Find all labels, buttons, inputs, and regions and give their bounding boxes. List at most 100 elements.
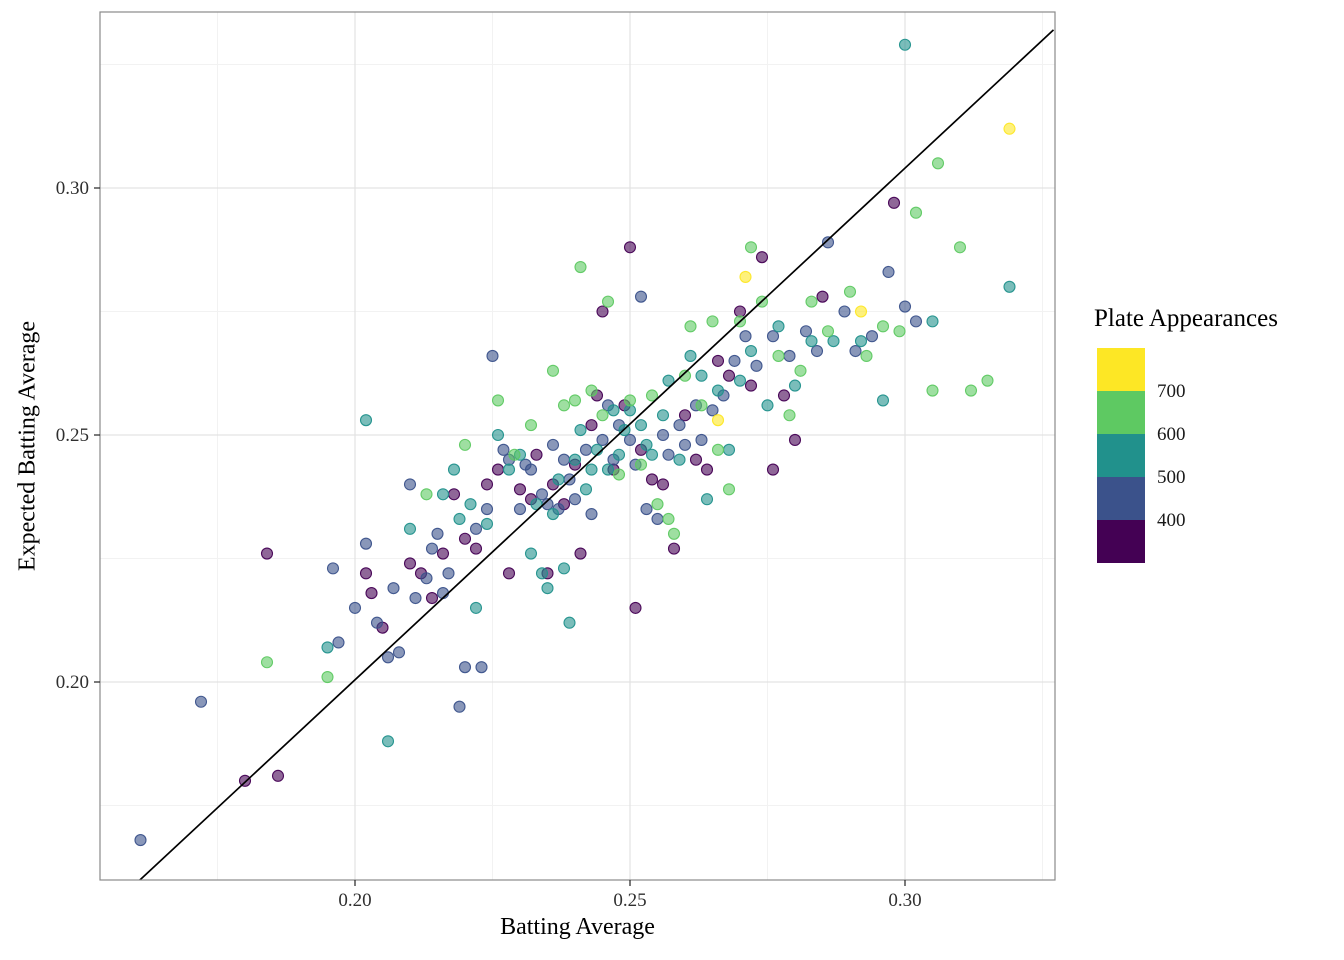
y-tick-label: 0.20 (56, 672, 89, 693)
data-point (673, 419, 686, 432)
data-point (579, 483, 593, 496)
data-point (821, 236, 835, 249)
data-point (766, 463, 780, 476)
data-point (673, 453, 686, 466)
data-point (656, 409, 670, 422)
data-point (453, 512, 466, 526)
data-point (480, 503, 494, 516)
data-point (656, 478, 670, 491)
data-point (981, 374, 994, 387)
data-point (656, 428, 670, 442)
data-point (601, 295, 615, 308)
x-tick-label: 0.20 (338, 890, 371, 911)
identity-line (138, 29, 1055, 880)
data-point (827, 335, 840, 348)
x-tick-label: 0.30 (888, 890, 921, 911)
data-point (370, 616, 384, 629)
data-point (530, 498, 543, 511)
data-point (568, 493, 582, 506)
data-point (953, 241, 967, 254)
data-point (497, 443, 510, 456)
data-point (684, 320, 697, 333)
data-point (502, 567, 516, 580)
data-point (816, 290, 829, 303)
data-point (585, 384, 598, 397)
data-point (722, 369, 736, 382)
data-point (821, 325, 835, 338)
data-point (766, 330, 780, 343)
data-point (623, 433, 637, 446)
data-point (684, 349, 697, 363)
data-point (772, 349, 785, 363)
data-point (513, 483, 527, 496)
data-point (409, 591, 422, 605)
y-axis: 0.20 0.25 0.30 (56, 178, 100, 693)
data-point (469, 601, 483, 614)
data-point (744, 379, 758, 392)
data-point (755, 251, 769, 264)
data-point (887, 196, 901, 209)
data-point (783, 349, 796, 363)
data-point (1003, 122, 1016, 135)
data-point (882, 265, 895, 279)
data-point (442, 567, 455, 580)
data-point (667, 542, 681, 555)
data-point (876, 394, 890, 407)
data-point (557, 453, 571, 466)
data-point (706, 404, 719, 417)
data-point (365, 587, 378, 600)
plot-panel (100, 12, 1055, 880)
data-point (926, 384, 939, 397)
legend-swatch (1097, 391, 1145, 434)
data-point (568, 453, 582, 466)
data-point (607, 404, 620, 417)
data-point (585, 507, 598, 521)
data-point (865, 330, 879, 343)
data-point (535, 488, 549, 501)
data-point (849, 344, 862, 358)
data-point (387, 582, 400, 595)
x-tick-label: 0.25 (613, 890, 646, 911)
data-point (260, 547, 274, 560)
data-point (678, 409, 692, 422)
data-point (557, 399, 571, 412)
panel-border (99, 11, 1056, 881)
data-point (480, 478, 494, 491)
y-tick-label: 0.25 (56, 425, 89, 446)
data-point (711, 414, 725, 427)
data-point (689, 453, 703, 466)
data-point (321, 671, 334, 684)
data-point (645, 473, 659, 486)
data-point (563, 616, 576, 629)
data-point (876, 320, 890, 333)
data-point (750, 359, 763, 372)
data-point (535, 567, 549, 580)
legend-swatch (1097, 434, 1145, 477)
data-point (381, 651, 395, 664)
x-axis-title: Batting Average (500, 914, 655, 940)
data-point (728, 354, 741, 367)
data-point (530, 448, 543, 461)
data-point (508, 448, 521, 461)
data-point (898, 38, 912, 51)
data-point (772, 320, 785, 333)
data-point (623, 394, 637, 407)
data-point (359, 537, 373, 550)
scatter-points (134, 38, 1016, 847)
data-point (425, 591, 439, 605)
data-point (486, 349, 499, 363)
data-point (843, 285, 857, 298)
data-point (332, 636, 345, 649)
data-point (557, 562, 571, 575)
data-point (733, 374, 747, 387)
data-point (574, 260, 587, 274)
legend-swatch (1097, 348, 1145, 391)
data-point (596, 305, 609, 318)
data-point (623, 241, 637, 254)
data-point (711, 354, 725, 367)
x-axis: 0.20 0.25 0.30 (338, 880, 922, 911)
data-point (651, 498, 664, 511)
data-point (574, 424, 587, 437)
data-point (909, 206, 923, 219)
